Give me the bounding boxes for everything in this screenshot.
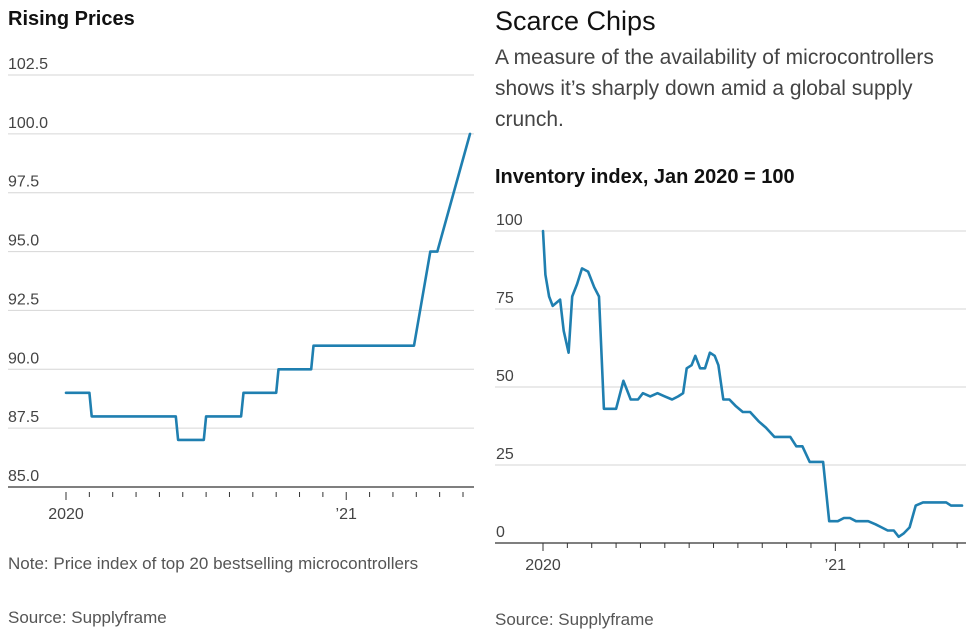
left-y-tick-label: 102.5 xyxy=(8,56,48,73)
left-chart-note: Note: Price index of top 20 bestselling … xyxy=(8,554,419,573)
left-y-tick-label: 85.0 xyxy=(8,468,39,485)
right-x-tick-label: 2020 xyxy=(525,557,561,574)
right-chart-source: Source: Supplyframe xyxy=(495,610,654,629)
left-y-tick-label: 100.0 xyxy=(8,115,48,132)
left-y-tick-label: 97.5 xyxy=(8,174,39,191)
left-chart-source: Source: Supplyframe xyxy=(8,608,167,627)
left-y-tick-label: 90.0 xyxy=(8,350,39,367)
right-chart-title: Scarce Chips xyxy=(495,6,656,36)
left-x-tick-label: ’21 xyxy=(336,506,357,523)
left-chart-title: Rising Prices xyxy=(8,8,135,30)
left-y-tick-label: 87.5 xyxy=(8,409,39,426)
left-y-tick-label: 92.5 xyxy=(8,291,39,308)
right-y-tick-label: 75 xyxy=(496,290,514,307)
right-chart-subtitle: A measure of the availability of microco… xyxy=(495,46,934,131)
right-y-tick-label: 25 xyxy=(496,446,514,463)
right-x-tick-label: ’21 xyxy=(825,557,846,574)
left-series-line xyxy=(64,132,472,442)
right-chart-y-axis-label: Inventory index, Jan 2020 = 100 xyxy=(495,166,795,188)
right-series-line xyxy=(541,229,964,539)
left-y-tick-label: 95.0 xyxy=(8,233,39,250)
right-y-tick-label: 50 xyxy=(496,368,514,385)
right-y-tick-label: 100 xyxy=(496,212,523,229)
left-x-tick-label: 2020 xyxy=(48,506,84,523)
right-y-tick-label: 0 xyxy=(496,524,505,541)
